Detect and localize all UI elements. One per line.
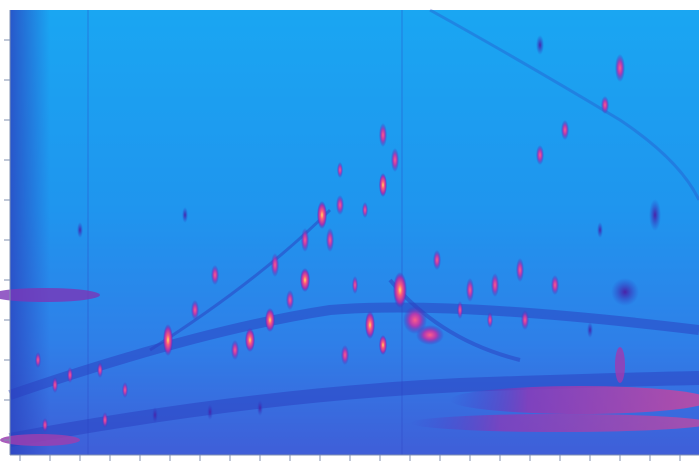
page bbox=[0, 0, 699, 465]
chromatogram-view bbox=[0, 0, 699, 465]
